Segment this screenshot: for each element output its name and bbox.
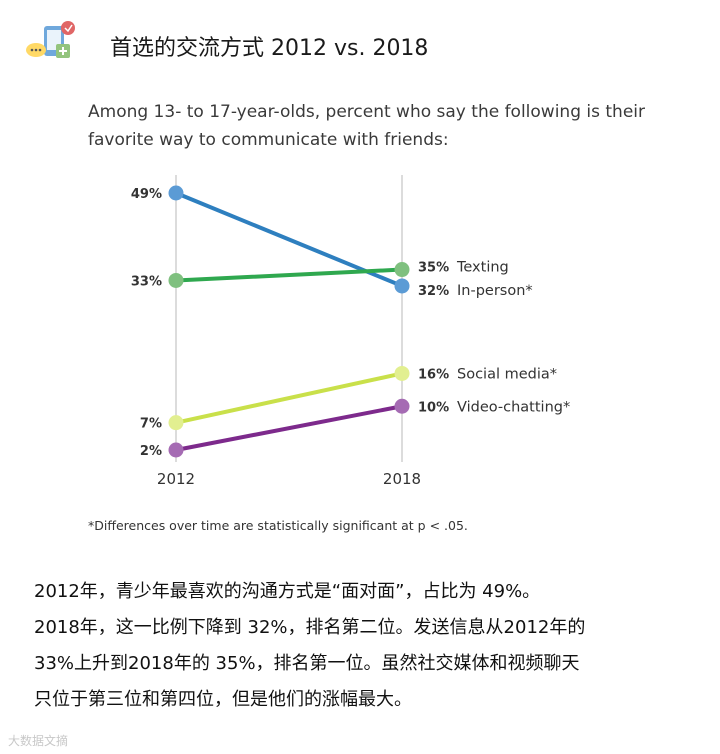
data-point <box>168 272 184 288</box>
body-line-4: 只位于第三位和第四位，但是他们的涨幅最大。 <box>34 689 412 710</box>
chart-subtitle: Among 13- to 17-year-olds, percent who s… <box>88 102 645 150</box>
watermark: 大数据文摘 <box>8 734 69 748</box>
series-name-label: Texting <box>456 260 509 276</box>
series-line <box>174 267 404 283</box>
data-label: 16% <box>418 367 449 382</box>
x-tick-label: 2012 <box>157 470 195 488</box>
series-name-label: In-person* <box>457 283 533 299</box>
data-label: 10% <box>418 400 449 415</box>
data-label: 33% <box>131 274 162 289</box>
data-point <box>394 262 410 278</box>
data-label: 49% <box>131 187 162 202</box>
x-tick-label: 2018 <box>383 470 421 488</box>
header: 首选的交流方式 2012 vs. 2018 <box>20 18 700 68</box>
data-label: 2% <box>140 444 162 459</box>
footnote-text: *Differences over time are statistically… <box>88 518 468 533</box>
series-line <box>174 404 404 452</box>
data-point <box>394 365 410 381</box>
data-point <box>168 185 184 201</box>
slope-chart: 2012 2018 49% 32% In-person* 33% 35% Texting 7% 1… <box>131 175 570 488</box>
body-line-3: 33%上升到2018年的 35%，排名第一位。虽然社交媒体和视频聊天 <box>34 653 580 674</box>
data-label: 35% <box>418 261 449 276</box>
data-point <box>168 442 184 458</box>
chat-devices-icon <box>26 21 75 58</box>
series-name-label: Social media* <box>457 366 557 382</box>
body-line-1: 2012年，青少年最喜欢的沟通方式是“面对面”，占比为 49%。 <box>34 581 541 602</box>
series-line <box>174 371 404 425</box>
series-name-label: Video-chatting* <box>457 399 570 415</box>
data-point <box>394 398 410 414</box>
body-line-2: 2018年，这一比例下降到 32%，排名第二位。发送信息从2012年的 <box>34 617 586 638</box>
data-label: 7% <box>140 417 162 432</box>
chart-footnote: *Differences over time are statistically… <box>88 518 468 533</box>
page-title: 首选的交流方式 2012 vs. 2018 <box>110 36 429 61</box>
article-body: 2012年，青少年最喜欢的沟通方式是“面对面”，占比为 49%。 2018年，这… <box>34 574 694 718</box>
data-label: 32% <box>418 284 449 299</box>
data-point <box>168 415 184 431</box>
data-point <box>394 278 410 294</box>
